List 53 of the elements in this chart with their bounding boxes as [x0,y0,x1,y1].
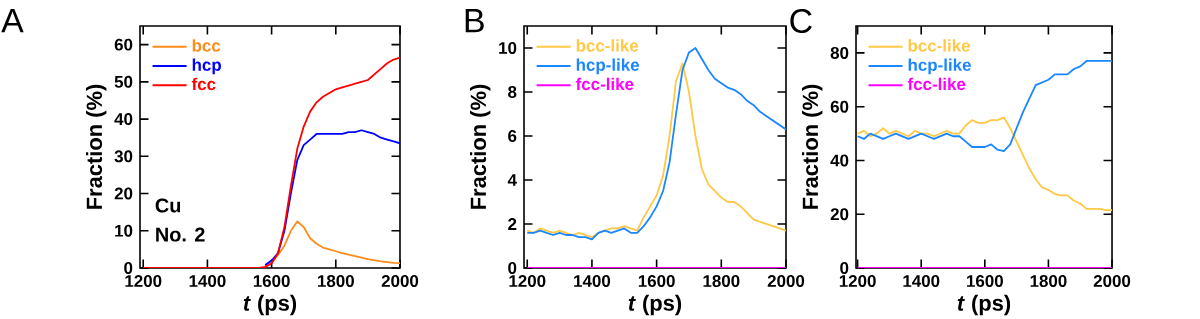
y-tick-label: 0 [840,262,849,274]
y-tick-label: 20 [114,187,133,200]
legend-label: fcc [191,77,216,91]
y-axis-title: Fraction (%) [802,84,823,209]
legend-label: fcc-like [575,77,634,91]
y-tick-label: 80 [830,46,849,59]
x-tick-label: 1200 [125,275,162,288]
y-tick-label: 50 [114,75,133,88]
chart-title: C [790,9,812,33]
y-tick-label: 0 [508,262,517,274]
x-tick-label: 1800 [703,275,740,288]
y-tick-label: 20 [830,208,849,221]
y-tick-label: 2 [508,218,517,230]
y-tick-label: 0 [124,262,133,274]
x-tick-label: 1200 [509,275,546,288]
legend-label: bcc [192,39,221,52]
y-tick-label: 10 [115,224,133,237]
x-tick-label: 1800 [318,275,354,288]
y-tick-label: 40 [114,113,133,126]
chart-title: A [1,8,24,33]
y-tick-label: 60 [114,38,133,51]
legend-label: hcp [192,58,221,75]
legend-label: bcc-like [576,39,639,52]
x-axis-title: t (ps) [628,294,682,316]
x-tick-label: 1600 [967,275,1003,288]
y-tick-label: 4 [507,174,517,186]
y-axis-title: Fraction (%) [86,84,107,209]
x-tick-label: 1200 [839,275,876,288]
x-tick-label: 1600 [253,275,290,288]
legend-label: hcp-like [908,58,971,75]
annotation: Cu [155,198,181,213]
y-axis-title: Fraction (%) [470,84,491,209]
x-tick-label: 1400 [903,275,940,288]
x-tick-label: 2000 [767,275,805,288]
y-tick-label: 30 [114,150,133,163]
x-tick-label: 2000 [381,275,419,288]
y-tick-label: 8 [508,86,517,98]
x-tick-label: 1400 [189,275,226,288]
legend-label: hcp-like [576,58,640,75]
x-tick-label: 1800 [1030,275,1067,288]
x-axis-title: t (ps) [957,294,1011,316]
x-axis-title: t (ps) [243,294,297,316]
y-tick-label: 40 [830,154,849,167]
x-tick-label: 1400 [574,275,611,288]
annotation: No. 2 [156,227,205,242]
legend-label: fcc-like [907,77,966,91]
chart-title: B [465,8,484,33]
y-tick-label: 60 [830,100,849,113]
y-tick-label: 10 [499,42,517,54]
legend-label: bcc-like [908,39,970,52]
y-tick-label: 6 [508,130,517,142]
x-tick-label: 2000 [1093,275,1131,288]
x-tick-label: 1600 [638,275,675,288]
